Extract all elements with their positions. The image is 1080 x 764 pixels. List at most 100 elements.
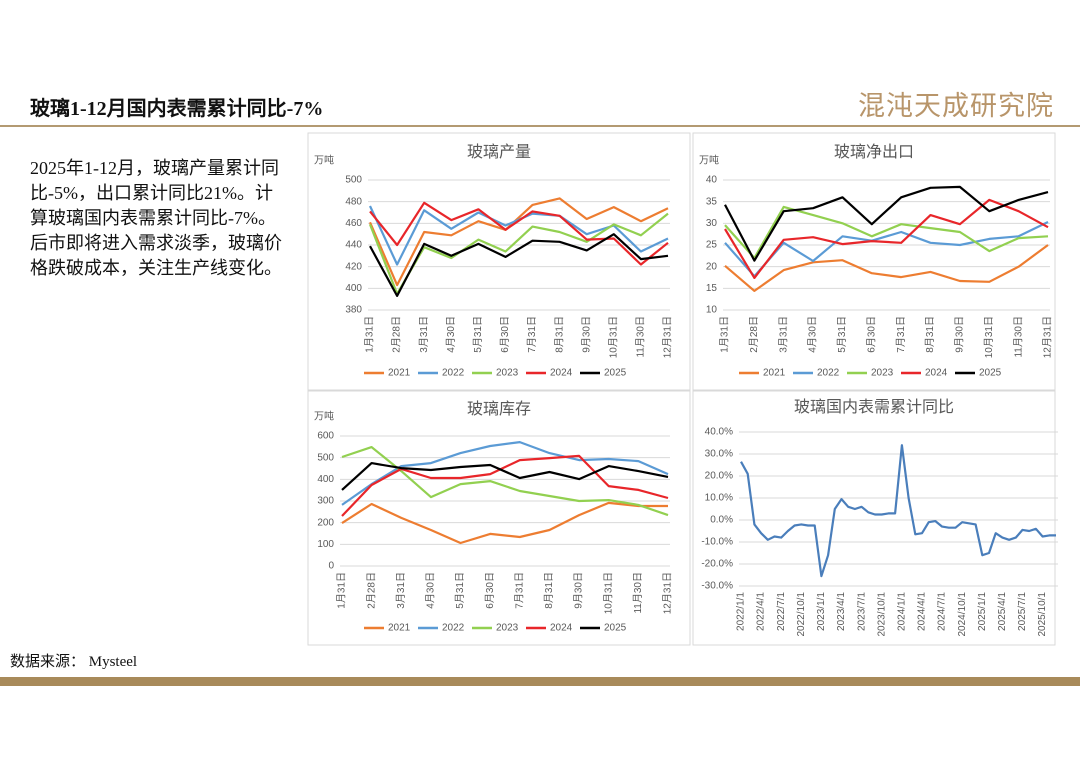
chart-title: 玻璃产量 <box>467 143 531 161</box>
y-tick-label: 30.0% <box>705 449 733 460</box>
legend-label: 2024 <box>925 368 948 379</box>
chart-title: 玻璃国内表需累计同比 <box>794 398 954 416</box>
x-tick-label: 2025/4/1 <box>997 592 1008 631</box>
x-tick-label: 2025/1/1 <box>977 592 988 631</box>
x-tick-label: 2022/7/1 <box>776 592 787 631</box>
y-tick-label: -20.0% <box>701 559 733 570</box>
y-tick-label: 10 <box>706 305 718 316</box>
x-tick-label: 6月30日 <box>484 572 496 609</box>
data-line <box>369 233 669 297</box>
data-line <box>724 185 1049 262</box>
x-tick-label: 11月30日 <box>1012 316 1024 358</box>
x-tick-label: 6月30日 <box>499 316 511 353</box>
y-axis-label: 万吨 <box>699 154 719 167</box>
x-tick-label: 5月31日 <box>836 316 848 353</box>
x-tick-label: 12月31日 <box>1042 316 1054 358</box>
paragraph: 后市即将进入需求淡季，玻璃价格跌破成本，关注生产线变化。 <box>30 233 282 278</box>
y-tick-label: -30.0% <box>701 581 733 592</box>
chart-panel <box>307 132 691 391</box>
y-tick-label: 30 <box>706 218 718 229</box>
paragraph: 2025年1-12月，玻璃产量累计同比-5%，出口累计同比21%。计算玻璃国内表… <box>30 158 279 228</box>
y-tick-label: 300 <box>317 496 334 507</box>
x-tick-label: 9月30日 <box>573 572 585 609</box>
y-tick-label: 0 <box>328 561 334 572</box>
data-line <box>724 205 1049 260</box>
y-tick-label: 600 <box>317 431 334 442</box>
y-axis-label: 万吨 <box>314 410 334 423</box>
y-tick-label: 400 <box>345 283 362 294</box>
legend-label: 2024 <box>550 623 573 634</box>
y-tick-label: 40 <box>706 175 718 186</box>
x-tick-label: 7月31日 <box>513 572 525 609</box>
body-text: 2025年1-12月，玻璃产量累计同比-5%，出口累计同比21%。计算玻璃国内表… <box>30 156 286 281</box>
data-line <box>724 244 1049 292</box>
legend-label: 2021 <box>388 368 411 379</box>
x-tick-label: 12月31日 <box>662 316 674 358</box>
x-tick-label: 7月31日 <box>526 316 538 353</box>
y-tick-label: 15 <box>706 283 718 294</box>
x-tick-label: 2025/10/1 <box>1037 592 1048 637</box>
x-tick-label: 2024/7/1 <box>937 592 948 631</box>
slide-title: 玻璃1-12月国内表需累计同比-7% <box>30 98 324 120</box>
y-tick-label: 380 <box>345 305 362 316</box>
legend-label: 2022 <box>442 368 465 379</box>
x-tick-label: 10月31日 <box>602 572 614 614</box>
y-tick-label: 10.0% <box>705 493 733 504</box>
chart-panel <box>692 132 1056 391</box>
x-tick-label: 7月31日 <box>895 316 907 353</box>
x-tick-label: 2024/1/1 <box>896 592 907 631</box>
chart-title: 玻璃净出口 <box>834 143 914 161</box>
y-tick-label: 20.0% <box>705 471 733 482</box>
x-tick-label: 8月31日 <box>924 316 936 353</box>
chart-title: 玻璃库存 <box>467 400 531 418</box>
x-tick-label: 9月30日 <box>954 316 966 353</box>
data-line <box>341 441 669 506</box>
y-tick-label: 480 <box>345 196 362 207</box>
data-line <box>368 197 669 287</box>
data-line <box>740 444 1056 578</box>
x-tick-label: 2月28日 <box>391 316 403 353</box>
y-tick-label: 460 <box>345 218 362 229</box>
y-tick-label: 20 <box>706 261 718 272</box>
legend-label: 2025 <box>604 623 627 634</box>
x-tick-label: 9月30日 <box>580 316 592 353</box>
legend-label: 2022 <box>817 368 840 379</box>
x-tick-label: 8月31日 <box>543 572 555 609</box>
legend-label: 2022 <box>442 623 465 634</box>
source: 数据来源： Mysteel <box>10 654 138 670</box>
x-tick-label: 2024/10/1 <box>957 592 968 637</box>
y-tick-label: 200 <box>317 517 334 528</box>
x-tick-label: 4月30日 <box>445 316 457 353</box>
data-line <box>368 212 669 295</box>
x-tick-label: 11月30日 <box>632 572 644 614</box>
chart-panel <box>307 390 691 646</box>
x-tick-label: 2022/1/1 <box>736 592 747 631</box>
y-tick-label: 500 <box>345 175 362 186</box>
x-tick-label: 3月31日 <box>395 572 407 609</box>
y-tick-label: 100 <box>317 539 334 550</box>
y-tick-label: 40.0% <box>705 427 733 438</box>
y-tick-label: 400 <box>317 474 334 485</box>
legend-label: 2023 <box>496 368 519 379</box>
legend-label: 2023 <box>871 368 894 379</box>
x-tick-label: 2023/7/1 <box>856 592 867 631</box>
x-tick-label: 11月30日 <box>635 316 647 358</box>
x-tick-label: 6月30日 <box>865 316 877 353</box>
legend-label: 2025 <box>979 368 1002 379</box>
y-tick-label: 500 <box>317 452 334 463</box>
x-tick-label: 2023/4/1 <box>836 592 847 631</box>
x-tick-label: 2024/4/1 <box>917 592 928 631</box>
x-tick-label: 4月30日 <box>807 316 819 353</box>
y-tick-label: 0.0% <box>710 515 733 526</box>
data-line <box>341 462 669 491</box>
legend-label: 2021 <box>388 623 411 634</box>
x-tick-label: 8月31日 <box>553 316 565 353</box>
logo: 混沌天成研究院 <box>858 91 1054 121</box>
x-tick-label: 2月28日 <box>748 316 760 353</box>
x-tick-label: 5月31日 <box>472 316 484 353</box>
data-line <box>341 501 668 545</box>
y-tick-label: 35 <box>706 196 718 207</box>
x-tick-label: 1月31日 <box>336 572 348 609</box>
